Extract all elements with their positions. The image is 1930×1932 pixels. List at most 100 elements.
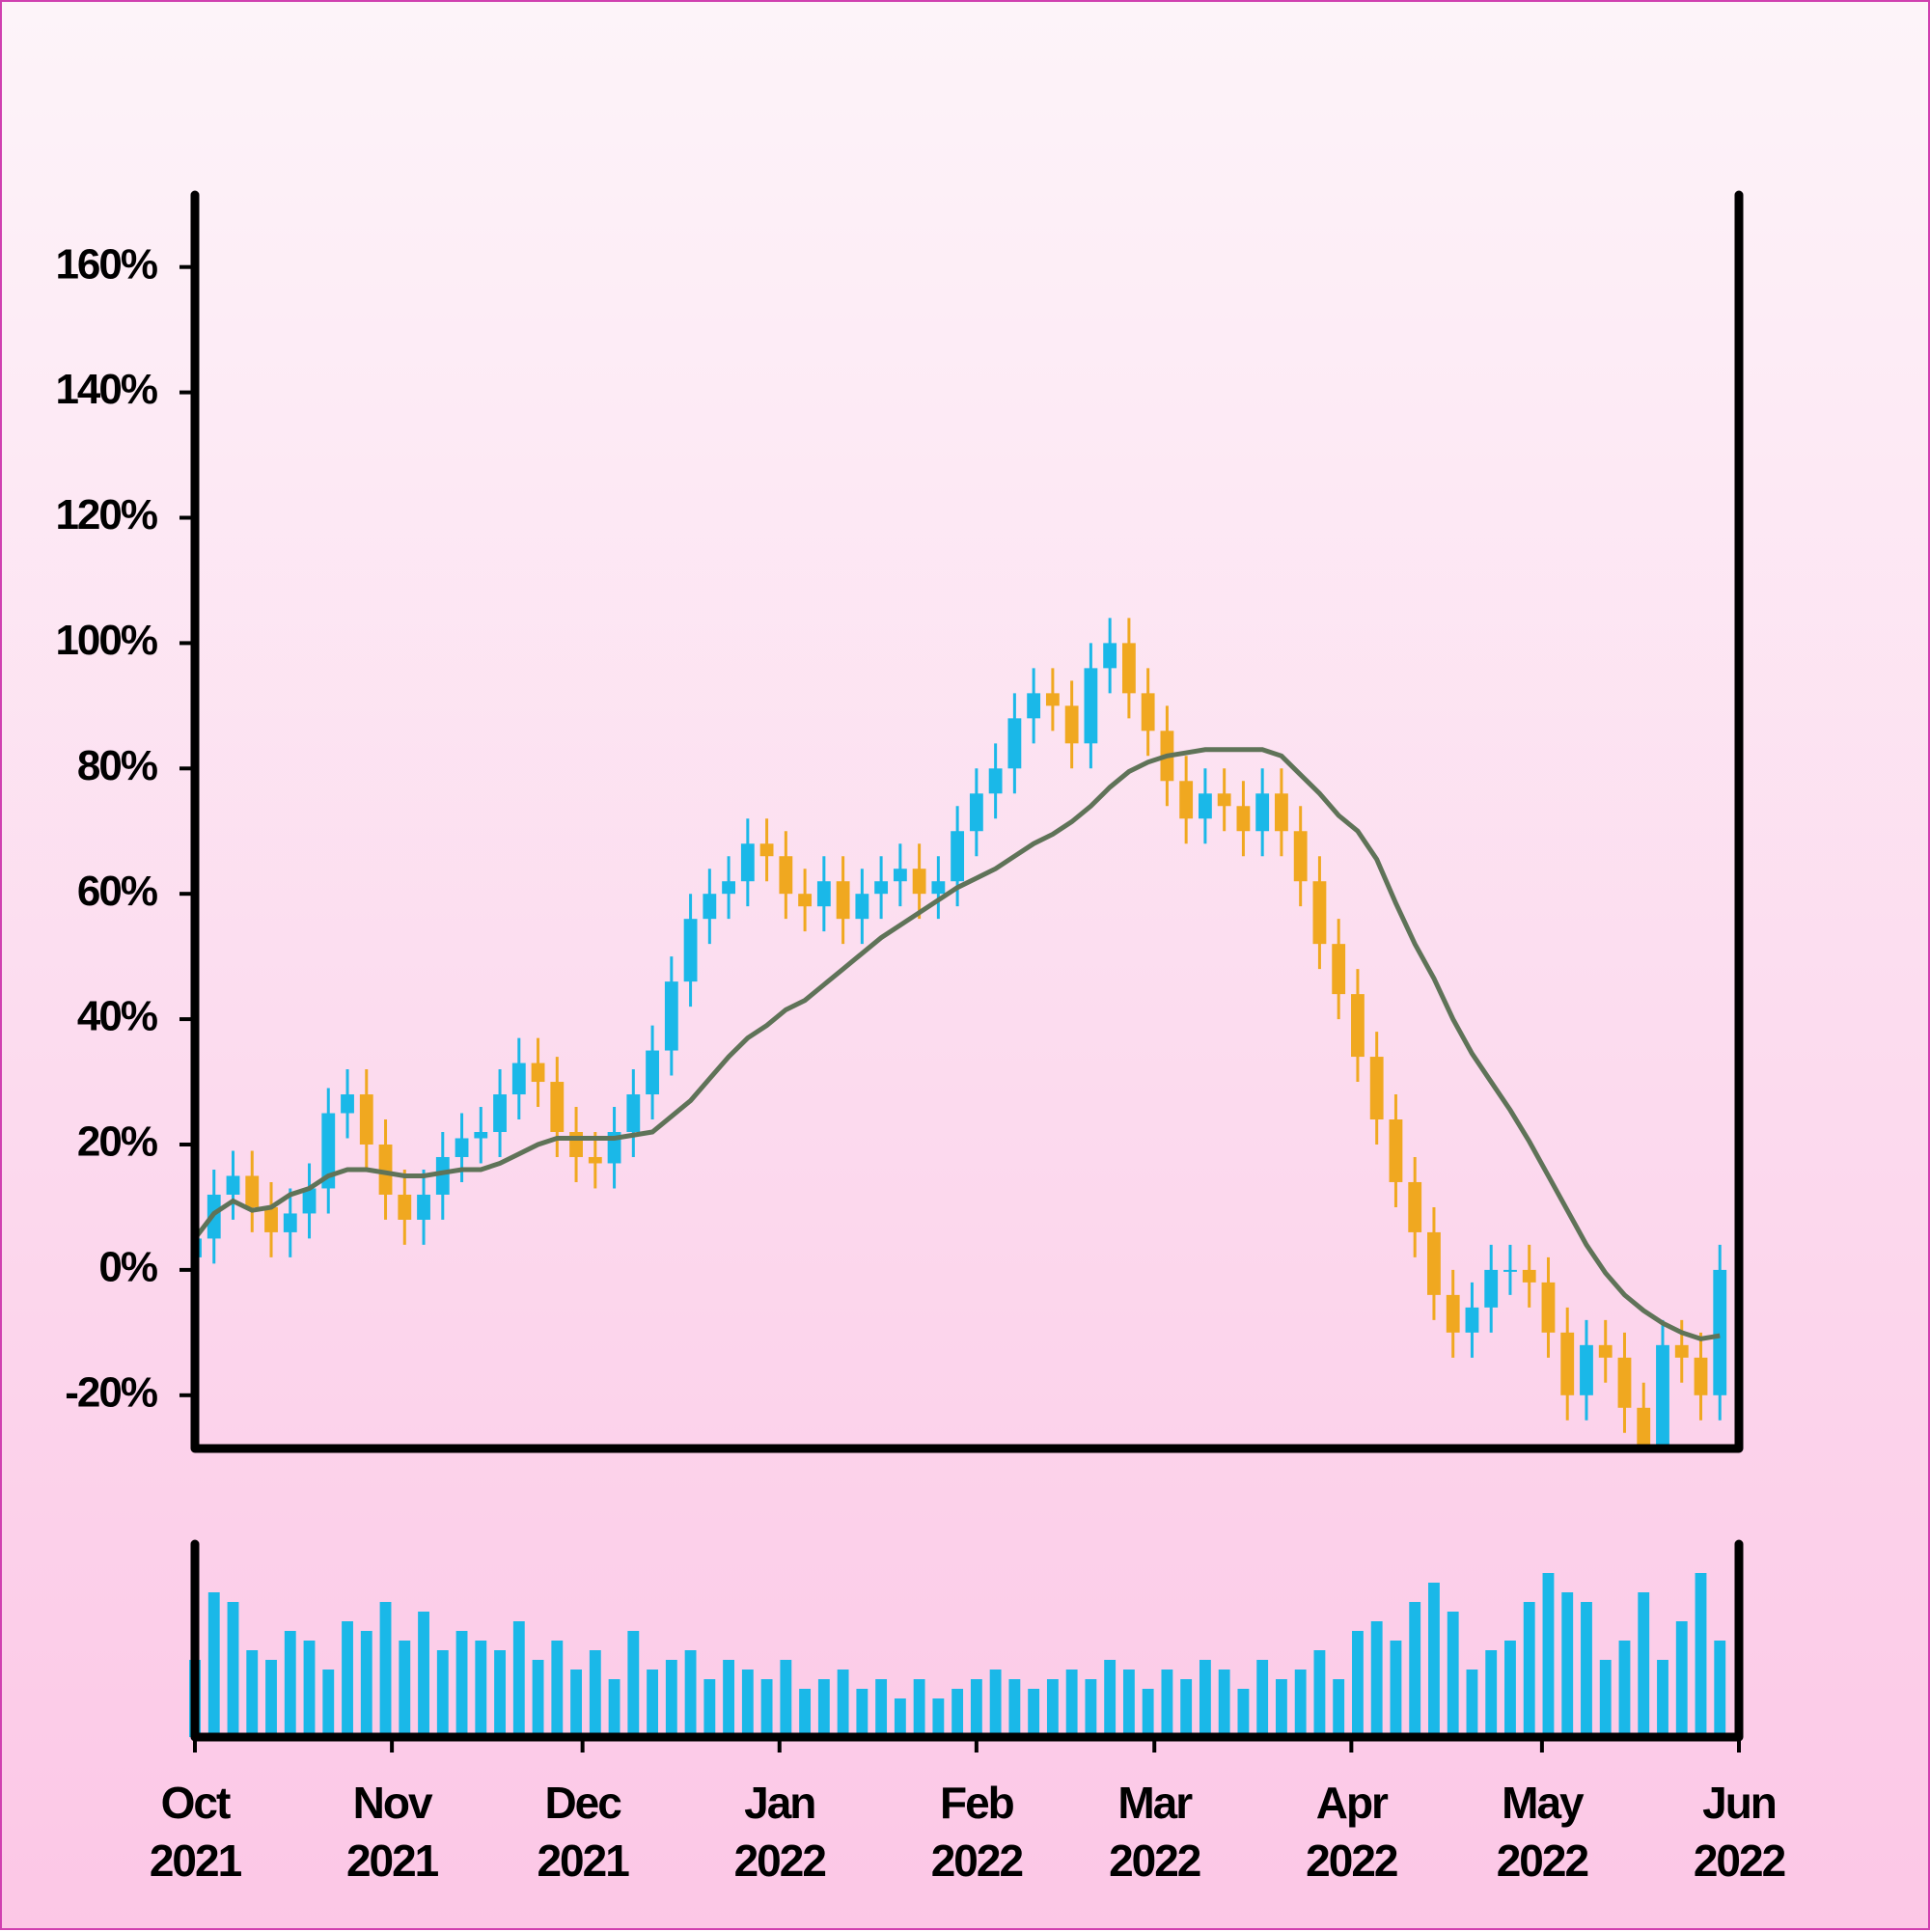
x-tick-label: Apr 2022 (1306, 1778, 1398, 1886)
volume-bar (1276, 1679, 1287, 1737)
candle-body (1351, 994, 1365, 1058)
candle-body (588, 1156, 602, 1164)
volume-bar (951, 1689, 964, 1737)
volume-bar (665, 1660, 677, 1737)
axes: -20% 0% 20% 40% 60% 80% 100% 120% 140% 160% (55, 190, 1744, 1753)
volume-bar (1695, 1573, 1707, 1737)
volume-bar (455, 1631, 468, 1737)
x-tick-label: Feb 2022 (930, 1778, 1024, 1886)
volume-bar (1237, 1689, 1250, 1737)
candle-body (1312, 881, 1327, 945)
volume-bar (684, 1650, 697, 1737)
volume-bar (1065, 1670, 1078, 1737)
candle-body (836, 881, 850, 920)
volume-bar (1008, 1679, 1021, 1737)
candle-body (1045, 693, 1060, 706)
x-tick-label: Dec 2021 (537, 1778, 629, 1886)
volume-bar (436, 1650, 449, 1737)
volume-bar (875, 1679, 888, 1737)
candle-body (626, 1094, 641, 1133)
candle-body (683, 919, 698, 982)
volume-bar (1352, 1631, 1364, 1737)
volume-bar (360, 1631, 372, 1737)
candle-body (1293, 831, 1308, 882)
x-tick-label: May 2022 (1496, 1778, 1589, 1886)
volume-bar (1409, 1602, 1421, 1737)
volume-bar (1333, 1679, 1345, 1737)
volume-bar (932, 1698, 945, 1737)
candle-body (226, 1175, 240, 1195)
candle-body (1580, 1344, 1593, 1395)
candle-body (1007, 718, 1022, 769)
volume-bar (1523, 1602, 1535, 1737)
candle-body (1637, 1407, 1651, 1449)
y-tick-label: 120% (55, 491, 156, 538)
volume-bar (246, 1650, 259, 1737)
candle-body (855, 894, 869, 920)
volume-bar (1561, 1592, 1574, 1737)
volume-bar (1294, 1670, 1307, 1737)
candle-body (779, 856, 793, 895)
candle-body (969, 793, 983, 832)
volume-bar (207, 1592, 220, 1737)
axis-frame (190, 190, 1744, 1453)
candle-body (245, 1175, 260, 1207)
candle-body (1369, 1057, 1384, 1120)
x-tick-label: Jun 2022 (1693, 1778, 1786, 1886)
candle-body (378, 1144, 393, 1195)
candle-body (646, 1050, 659, 1095)
volume-bar (284, 1631, 296, 1737)
volume-bar (1218, 1670, 1230, 1737)
volume-bar (1390, 1641, 1402, 1737)
volume-bar (760, 1679, 773, 1737)
candle-body (988, 768, 1003, 794)
volume-bar (1199, 1660, 1211, 1737)
candle-body (1027, 693, 1041, 719)
volume-bar (913, 1679, 925, 1737)
candle-body (1408, 1181, 1422, 1232)
volume-bar (1370, 1621, 1383, 1737)
volume-bar (799, 1689, 812, 1737)
volume-bar (379, 1602, 392, 1737)
volume-bar (1485, 1650, 1498, 1737)
volume-bar (1618, 1641, 1631, 1737)
volume-bar (723, 1660, 735, 1737)
volume-bar (303, 1641, 316, 1737)
volume-bar (342, 1621, 353, 1737)
x-tick-label: Nov 2021 (345, 1778, 439, 1886)
volume-bar (1638, 1592, 1650, 1737)
volume-bar (227, 1602, 239, 1737)
candle-body (893, 869, 907, 882)
candle-body (398, 1194, 412, 1220)
y-tick-label: 140% (55, 366, 156, 413)
candle-body (302, 1188, 317, 1214)
candle-body (759, 843, 774, 857)
volume-bar (589, 1650, 601, 1737)
candle-body (1617, 1357, 1632, 1408)
candle-body (1217, 793, 1231, 807)
volume-bar (475, 1641, 487, 1737)
candle-body (1522, 1269, 1536, 1283)
volume-bar (817, 1679, 830, 1737)
volume-bar (1122, 1670, 1135, 1737)
y-tick-label: -20% (65, 1368, 157, 1416)
volume-bar (1046, 1679, 1059, 1737)
candle-body (1484, 1269, 1499, 1308)
candle-body (1446, 1294, 1460, 1333)
volume-bar (894, 1698, 906, 1737)
candle-body (1694, 1357, 1708, 1395)
volume-bar (703, 1679, 716, 1737)
candle-body (417, 1194, 430, 1220)
volume-bar (1180, 1679, 1193, 1737)
candle-body (1656, 1344, 1669, 1449)
volume-bar (1313, 1650, 1326, 1737)
volume-bar (1542, 1573, 1555, 1737)
candle-body (531, 1063, 545, 1083)
volume-bar (494, 1650, 506, 1737)
y-tick-label: 80% (77, 742, 157, 789)
candle-body (550, 1082, 565, 1133)
candle-body (1389, 1119, 1403, 1182)
candle-body (435, 1156, 450, 1195)
candle-body (1674, 1344, 1689, 1358)
